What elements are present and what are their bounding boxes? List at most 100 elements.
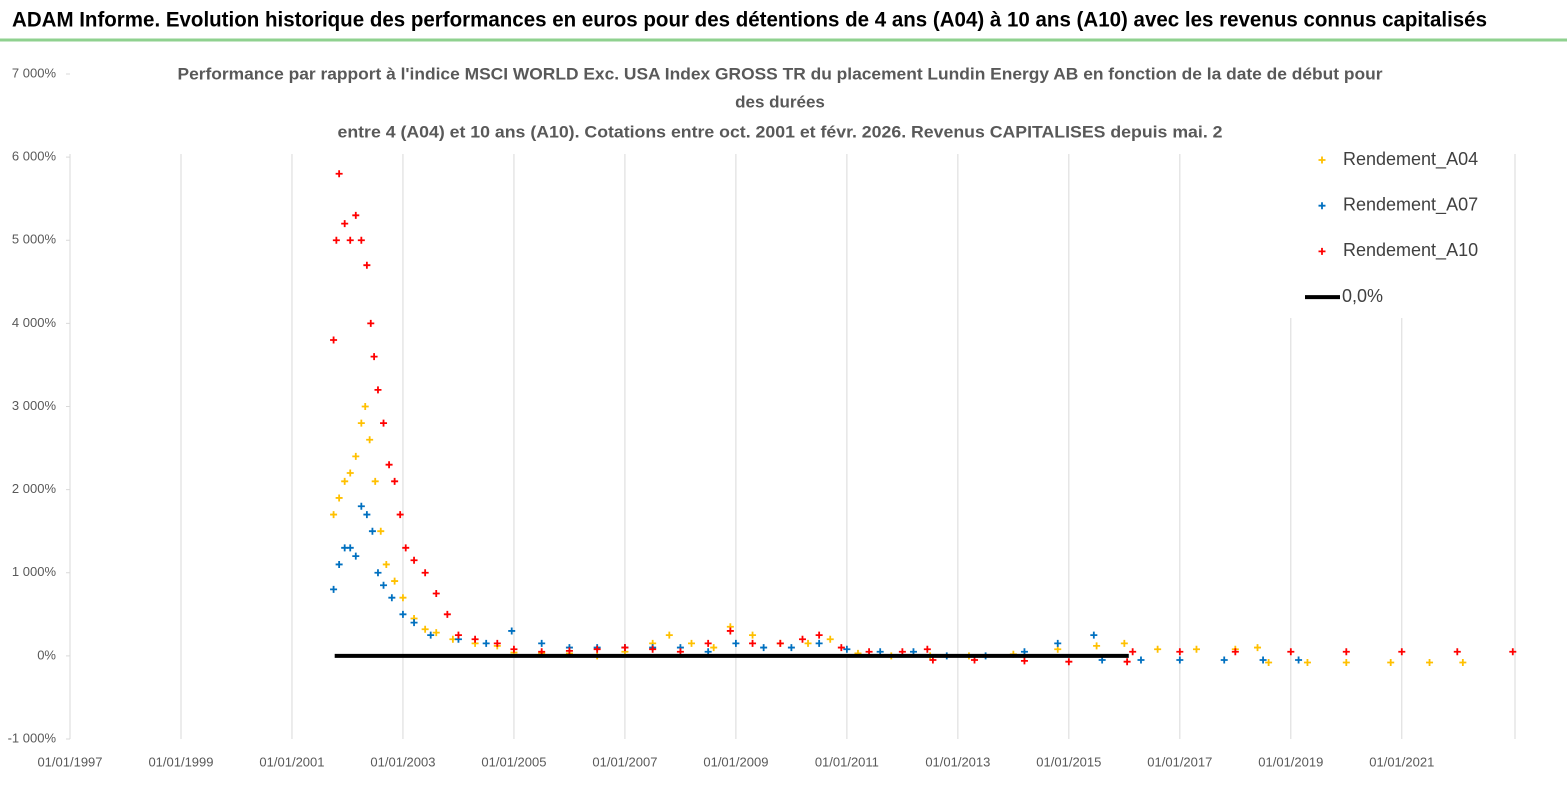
x-tick-label: 01/01/2003 (370, 754, 435, 769)
point (371, 477, 379, 485)
x-tick-label: 01/01/1999 (148, 754, 213, 769)
x-tick-label: 01/01/2019 (1258, 754, 1323, 769)
legend-marker (1318, 156, 1326, 164)
point (749, 631, 757, 639)
point (352, 211, 360, 219)
point (826, 635, 834, 643)
point (330, 585, 338, 593)
point (1054, 639, 1062, 647)
point (332, 236, 340, 244)
point (1254, 644, 1262, 652)
point (565, 647, 573, 655)
point (1176, 648, 1184, 656)
x-tick-label: 01/01/2011 (815, 754, 879, 769)
point (377, 527, 385, 535)
legend-marker (1318, 202, 1326, 210)
x-tick-label: 01/01/2021 (1369, 754, 1434, 769)
point (402, 544, 410, 552)
x-tick-label: 01/01/2009 (703, 754, 768, 769)
point (421, 569, 429, 577)
point (726, 627, 734, 635)
legend-label: Rendement_A04 (1343, 149, 1478, 170)
point (352, 552, 360, 560)
legend-label: Rendement_A07 (1343, 194, 1478, 215)
point (837, 644, 845, 652)
point (374, 569, 382, 577)
point (335, 560, 343, 568)
x-tick-label: 01/01/2013 (925, 754, 990, 769)
point (1231, 648, 1239, 656)
point (330, 511, 338, 519)
point (1387, 659, 1395, 667)
point (361, 403, 369, 410)
point (370, 353, 378, 361)
point (1120, 639, 1128, 647)
x-tick-label: 01/01/1997 (37, 754, 102, 769)
point (396, 511, 404, 519)
point (787, 644, 795, 652)
point (1020, 657, 1028, 665)
point (1137, 656, 1145, 664)
point (1220, 656, 1228, 664)
point (380, 581, 388, 589)
point (704, 639, 712, 647)
point (367, 319, 375, 327)
point (760, 644, 768, 652)
chart-title: des durées (735, 92, 825, 111)
point (710, 644, 718, 652)
point (410, 619, 418, 627)
point (391, 477, 399, 485)
point (432, 629, 440, 637)
point (427, 631, 435, 639)
point (357, 236, 365, 244)
legend-box (1280, 140, 1512, 318)
point (1342, 659, 1350, 667)
point (471, 635, 479, 643)
point (346, 469, 354, 477)
point (510, 645, 518, 653)
y-tick-label: 4 000% (12, 315, 57, 330)
point (335, 170, 343, 178)
point (341, 220, 349, 228)
point (1287, 648, 1295, 656)
point (1426, 659, 1434, 667)
point (374, 386, 382, 394)
y-tick-label: 0% (37, 647, 56, 662)
point (366, 436, 374, 444)
point (508, 627, 516, 635)
point (346, 544, 354, 552)
point (1065, 658, 1073, 666)
point (749, 639, 757, 647)
point (1265, 659, 1273, 667)
point (1090, 631, 1098, 639)
point (923, 645, 931, 653)
point (538, 639, 546, 647)
point (649, 645, 657, 653)
point (380, 419, 388, 427)
point (688, 639, 696, 647)
point (388, 594, 396, 602)
point (385, 461, 393, 469)
point (352, 452, 360, 460)
point (815, 639, 823, 647)
point (454, 631, 462, 639)
point (330, 336, 338, 344)
point (346, 236, 354, 244)
chart-title: Performance par rapport à l'indice MSCI … (178, 64, 1383, 83)
y-tick-label: 5 000% (12, 232, 57, 247)
y-tick-label: 6 000% (12, 149, 57, 164)
point (732, 639, 740, 647)
y-tick-label: 1 000% (12, 564, 57, 579)
point (665, 631, 673, 639)
point (1129, 648, 1137, 656)
point (368, 527, 376, 535)
point (1342, 648, 1350, 656)
point (357, 502, 365, 510)
x-tick-label: 01/01/2001 (259, 754, 324, 769)
y-tick-label: 7 000% (12, 65, 57, 80)
point (493, 639, 501, 647)
point (363, 511, 371, 519)
point (399, 594, 407, 602)
